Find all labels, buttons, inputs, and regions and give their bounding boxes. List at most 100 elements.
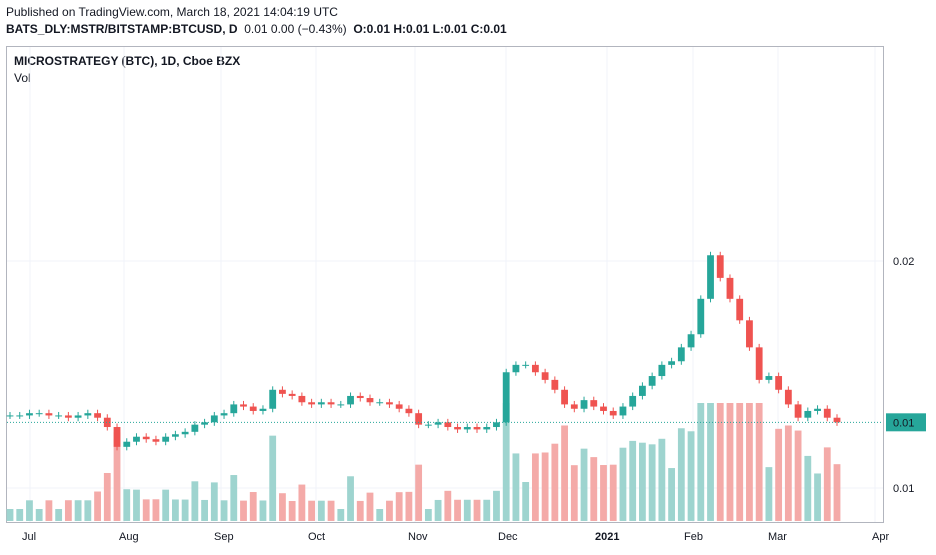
- volume-bar: [658, 438, 666, 521]
- volume-bar: [133, 489, 140, 521]
- candle-body: [366, 398, 374, 403]
- volume-bar: [639, 442, 646, 521]
- x-tick-label: Feb: [684, 531, 703, 543]
- volume-bar: [746, 403, 753, 521]
- volume-bar: [609, 464, 617, 521]
- candle-body: [463, 427, 471, 430]
- volume-bar: [26, 500, 33, 521]
- candle-body: [45, 413, 53, 416]
- candle-body: [162, 436, 170, 442]
- candle-body: [746, 320, 753, 348]
- candle-body: [55, 415, 63, 417]
- candle-body: [765, 376, 773, 380]
- chart-frame: [6, 46, 884, 523]
- x-tick-label: Dec: [498, 531, 518, 543]
- candle-body: [590, 400, 598, 407]
- candle-body: [123, 441, 131, 447]
- volume-bar: [395, 492, 403, 521]
- x-tick-label: Nov: [408, 531, 428, 543]
- volume-bar: [337, 509, 345, 521]
- volume-bar: [240, 500, 247, 521]
- volume-bar: [483, 499, 491, 521]
- candle-body: [269, 389, 277, 409]
- volume-bar: [35, 509, 43, 521]
- volume-bar: [775, 428, 783, 521]
- volume-bar: [94, 491, 101, 521]
- candle-body: [386, 402, 393, 405]
- candle-body: [395, 404, 403, 409]
- candle-body: [648, 376, 656, 386]
- candle-body: [502, 372, 510, 423]
- volume-bar: [473, 499, 481, 521]
- volume-bar: [16, 509, 24, 521]
- y-tick-label: 0.01: [893, 483, 914, 495]
- candle-body: [240, 404, 247, 407]
- candle-body: [181, 431, 189, 435]
- volume-bar: [230, 475, 238, 521]
- volume-bar: [765, 467, 773, 521]
- candle-body: [133, 436, 140, 442]
- candle-body: [512, 364, 520, 373]
- volume-bar: [716, 403, 724, 521]
- candle-body: [580, 400, 588, 409]
- candle-body: [259, 408, 267, 411]
- volume-bar: [512, 453, 520, 521]
- volume-bar: [629, 440, 637, 521]
- candle-body: [522, 364, 530, 366]
- candle-body: [35, 413, 43, 415]
- candle-body: [347, 395, 354, 405]
- volume-bar: [794, 430, 802, 521]
- volume-bar: [677, 428, 685, 521]
- candle-body: [619, 406, 627, 416]
- candle-body: [317, 402, 325, 405]
- candle-body: [677, 347, 685, 362]
- candle-body: [113, 427, 121, 447]
- candle-body: [687, 334, 695, 348]
- volume-bar: [784, 425, 792, 521]
- volume-bar: [74, 500, 82, 521]
- volume-bar: [347, 476, 354, 521]
- x-tick-label: Mar: [768, 531, 787, 543]
- candle-body: [6, 415, 14, 417]
- ohlc-values: O:0.01 H:0.01 L:0.01 C:0.01: [353, 22, 507, 36]
- candle-body: [609, 410, 617, 416]
- volume-bar: [220, 500, 228, 521]
- volume-bar: [726, 403, 734, 521]
- volume-bar: [707, 403, 714, 521]
- candle-body: [94, 413, 101, 418]
- candle-body: [726, 277, 734, 299]
- candle-body: [171, 434, 179, 437]
- candle-body: [201, 422, 208, 425]
- symbol-name: BATS_DLY:MSTR/BITSTAMP:BTCUSD, D: [6, 22, 238, 36]
- candle-body: [356, 395, 364, 399]
- volume-bar: [386, 500, 393, 521]
- candle-body: [444, 422, 452, 428]
- volume-bar: [493, 490, 500, 521]
- volume-bar: [181, 499, 189, 521]
- volume-bar: [541, 452, 549, 521]
- volume-bar: [687, 431, 695, 521]
- candle-body: [337, 404, 345, 406]
- volume-bar: [356, 500, 364, 521]
- price-change: 0.01 0.00 (−0.43%): [244, 22, 347, 36]
- volume-label: Vol: [14, 71, 31, 85]
- candle-body: [473, 427, 481, 430]
- candle-body: [736, 298, 744, 321]
- volume-bar: [162, 489, 170, 521]
- volume-bar: [755, 403, 763, 521]
- candle-body: [74, 415, 82, 418]
- candle-body: [424, 424, 432, 426]
- volume-bar: [814, 473, 821, 521]
- candle-body: [493, 422, 500, 428]
- candle-body: [784, 389, 792, 405]
- volume-bar: [279, 493, 286, 521]
- candle-body: [668, 361, 676, 365]
- candle-body: [629, 395, 637, 407]
- volume-bar: [84, 500, 92, 521]
- x-tick-label: 2021: [595, 531, 619, 543]
- published-info: Published on TradingView.com, March 18, …: [6, 5, 338, 19]
- candle-body: [327, 402, 335, 405]
- candle-body: [376, 402, 384, 404]
- candle-body: [279, 389, 286, 394]
